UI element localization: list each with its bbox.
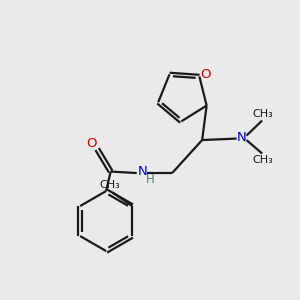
Text: O: O	[201, 68, 211, 82]
Text: CH₃: CH₃	[99, 180, 120, 190]
Text: O: O	[86, 136, 97, 150]
Text: H: H	[146, 173, 155, 186]
Text: CH₃: CH₃	[252, 109, 273, 119]
Text: N: N	[236, 130, 246, 144]
Text: N: N	[137, 165, 147, 178]
Text: CH₃: CH₃	[252, 155, 273, 165]
